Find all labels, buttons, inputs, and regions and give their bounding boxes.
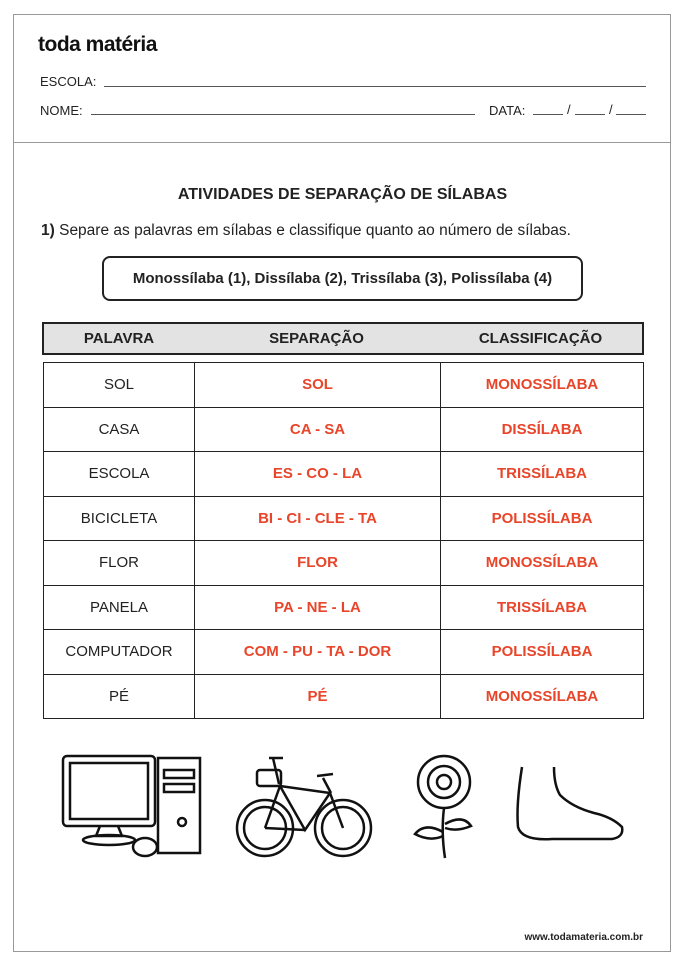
classification-cell: MONOSSÍLABA [440,540,644,586]
header-classificacao: CLASSIFICAÇÃO [478,330,603,347]
classification-cell: DISSÍLABA [440,406,644,452]
separation-cell: ES - CO - LA [194,451,441,497]
word-cell: ESCOLA [43,451,195,497]
header-palavra: PALAVRA [83,330,155,347]
word-cell: PANELA [43,584,195,630]
word-cell: SOL [43,362,195,408]
legend-text: Monossílaba (1), Dissílaba (2), Trissíla… [132,270,553,287]
name-field[interactable] [91,114,475,115]
date-day-field[interactable] [533,114,563,115]
table-row: BICICLETA BI - CI - CLE - TA POLISSÍLABA [43,495,644,541]
table-row: PÉ PÉ MONOSSÍLABA [43,673,644,719]
name-label: NOME: [40,103,83,118]
table-row: FLOR FLOR MONOSSÍLABA [43,540,644,586]
date-separator: / [609,102,613,117]
table-row: SOL SOL MONOSSÍLABA [43,362,644,408]
computer-icon [61,754,202,858]
table-row: CASA CA - SA DISSÍLABA [43,406,644,452]
classification-cell: MONOSSÍLABA [440,362,644,408]
classification-cell: POLISSÍLABA [440,629,644,675]
date-label: DATA: [489,103,526,118]
flower-icon [413,754,473,859]
separation-cell: FLOR [194,540,441,586]
classification-cell: TRISSÍLABA [440,584,644,630]
date-month-field[interactable] [575,114,605,115]
school-field[interactable] [104,86,646,87]
table-row: ESCOLA ES - CO - LA TRISSÍLABA [43,451,644,497]
footer-url: www.todamateria.com.br [524,932,643,943]
page-title: ATIVIDADES DE SEPARAÇÃO DE SÍLABAS [177,186,508,203]
word-cell: COMPUTADOR [43,629,195,675]
word-cell: CASA [43,406,195,452]
instruction-text: Separe as palavras em sílabas e classifi… [54,222,571,239]
header-separacao: SEPARAÇÃO [269,330,364,347]
separation-cell: COM - PU - TA - DOR [194,629,441,675]
logo: toda matéria [38,33,157,56]
separation-cell: PA - NE - LA [194,584,441,630]
separation-cell: SOL [194,362,441,408]
question-number: 1) [41,222,55,239]
separation-cell: CA - SA [194,406,441,452]
header-divider [13,142,671,143]
bicycle-icon [235,756,373,858]
school-label: ESCOLA: [40,74,97,89]
separation-cell: BI - CI - CLE - TA [194,495,441,541]
table-header: PALAVRA SEPARAÇÃO CLASSIFICAÇÃO [42,322,644,355]
word-cell: BICICLETA [43,495,195,541]
syllable-table: SOL SOL MONOSSÍLABA CASA CA - SA DISSÍLABA ESC… [43,362,644,719]
date-separator: / [567,102,571,117]
classification-cell: TRISSÍLABA [440,451,644,497]
date-year-field[interactable] [616,114,646,115]
instruction: 1) Separe as palavras em sílabas e class… [41,222,571,240]
separation-cell: PÉ [194,673,441,719]
foot-icon [516,766,624,841]
worksheet-frame [13,14,671,952]
table-row: COMPUTADOR COM - PU - TA - DOR POLISSÍLABA [43,629,644,675]
classification-cell: POLISSÍLABA [440,495,644,541]
word-cell: FLOR [43,540,195,586]
legend-box: Monossílaba (1), Dissílaba (2), Trissíla… [102,256,583,301]
word-cell: PÉ [43,673,195,719]
classification-cell: MONOSSÍLABA [440,673,644,719]
table-row: PANELA PA - NE - LA TRISSÍLABA [43,584,644,630]
